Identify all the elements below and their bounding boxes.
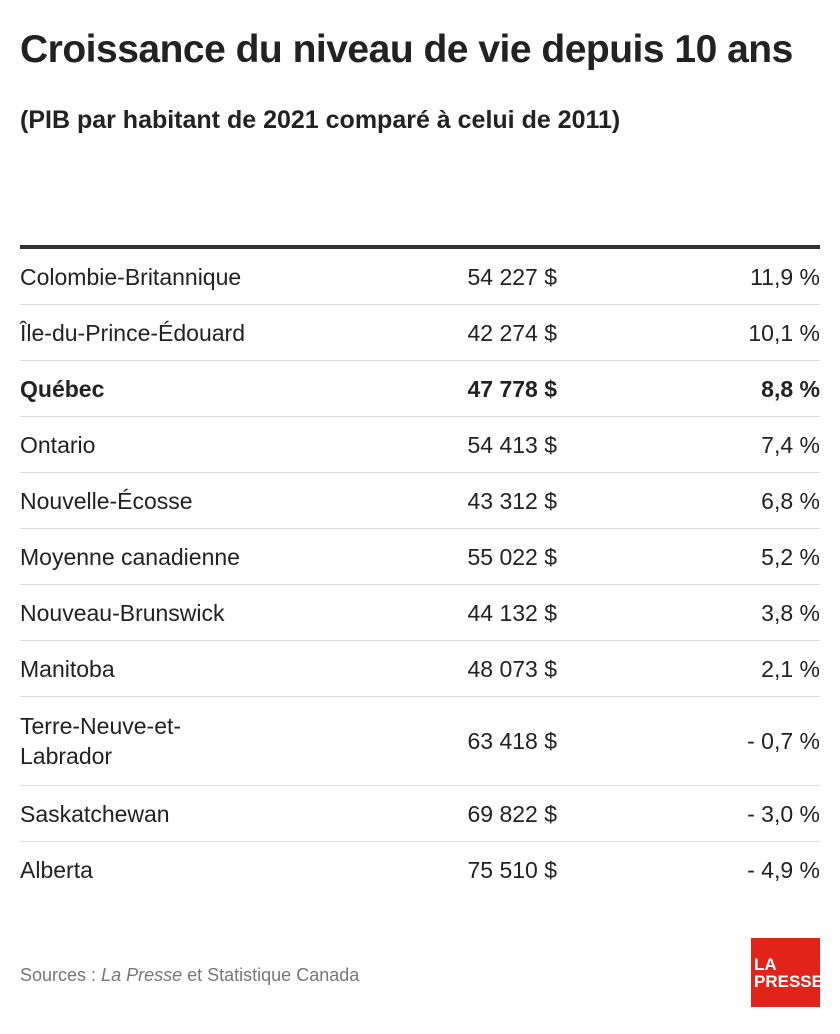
growth: - 0,7 % [557,696,820,786]
growth: 5,2 % [557,528,820,585]
growth: 2,1 % [557,640,820,697]
source-publication: La Presse [101,965,183,985]
table-row: Île-du-Prince-Édouard 42 274 $10,1 % [20,304,820,361]
logo-line: LA [754,954,777,974]
table-row: Alberta 75 510 $ - 4,9 % [20,842,820,898]
table-row: Ontario 54 413 $7,4 % [20,416,820,473]
source-prefix: Sources : [20,965,97,985]
table-row: Manitoba 48 073 $2,1 % [20,640,820,697]
gdp-per-capita: 47 778 $ [270,360,557,417]
growth: - 3,0 % [557,785,820,842]
growth: 10,1 % [557,304,820,361]
table-row: Terre-Neuve-et-Labrador 63 418 $ - 0,7 % [20,696,820,786]
growth: - 4,9 % [747,856,820,883]
source: Sources : La Presse et Statistique Canad… [20,965,359,986]
growth: 11,9 % [557,247,820,305]
table-row: Québec 47 778 $8,8 % [20,360,820,417]
source-rest: et Statistique Canada [187,965,360,985]
logo: LA PRESSE [751,938,823,1007]
gdp-per-capita: 48 073 $ [270,640,557,697]
region: Moyenne canadienne [20,528,270,585]
region: Colombie-Britannique [20,247,270,305]
title: Croissance du niveau de vie depuis 10 an… [20,28,793,71]
table-row: Saskatchewan 69 822 $ - 3,0 % [20,785,820,842]
table-row: Nouvelle-Écosse 43 312 $6,8 % [20,472,820,529]
region: Saskatchewan [20,785,270,842]
region: Manitoba [20,640,270,697]
gdp-per-capita: 55 022 $ [270,528,557,585]
gdp-per-capita: 75 510 $ [467,856,557,883]
table-row: Colombie-Britannique 54 227 $11,9 % [20,247,820,305]
region: Nouvelle-Écosse [20,472,270,529]
data-table: Colombie-Britannique 54 227 $11,9 % Île-du… [20,245,820,897]
growth: 3,8 % [557,584,820,641]
growth: 6,8 % [557,472,820,529]
gdp-per-capita: 63 418 $ [270,696,557,786]
region: Ontario [20,416,270,473]
table-row: Moyenne canadienne 55 022 $5,2 % [20,528,820,585]
table-row: Nouveau-Brunswick 44 132 $3,8 % [20,584,820,641]
region: Terre-Neuve-et-Labrador [20,696,270,786]
region: Alberta [20,856,93,883]
subtitle: (PIB par habitant de 2021 comparé à celu… [20,106,621,134]
region: Québec [20,360,270,417]
table-body: Colombie-Britannique 54 227 $11,9 % Île-du… [20,247,820,897]
gdp-per-capita: 42 274 $ [270,304,557,361]
growth: 8,8 % [557,360,820,417]
region: Nouveau-Brunswick [20,584,270,641]
gdp-per-capita: 54 413 $ [270,416,557,473]
region: Île-du-Prince-Édouard [20,304,270,361]
gdp-per-capita: 44 132 $ [270,584,557,641]
growth: 7,4 % [557,416,820,473]
gdp-per-capita: 69 822 $ [270,785,557,842]
logo-line: PRESSE [754,971,823,991]
gdp-per-capita: 43 312 $ [270,472,557,529]
gdp-per-capita: 54 227 $ [270,247,557,305]
